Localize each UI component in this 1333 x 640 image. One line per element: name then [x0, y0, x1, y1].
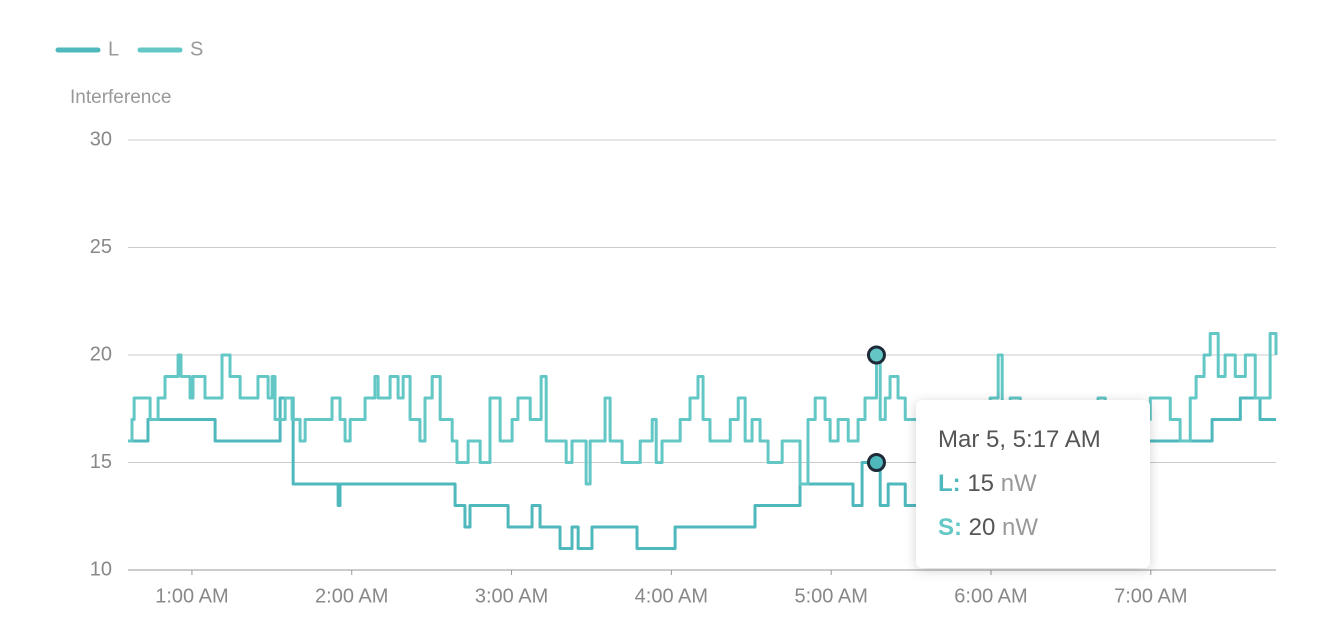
tooltip-row: S: 20 nW	[938, 514, 1128, 542]
legend-label: L	[108, 38, 119, 60]
hover-marker	[866, 345, 886, 365]
tooltip-label: L:	[938, 470, 961, 497]
y-tick-label: 10	[90, 558, 112, 580]
tooltip-unit: nW	[1000, 470, 1037, 497]
hover-marker	[866, 453, 886, 472]
x-tick-label: 1:00 AM	[155, 585, 228, 607]
tooltip-value: 15	[967, 470, 995, 497]
y-axis-label: Interference	[70, 87, 171, 108]
tooltip-label: S:	[938, 514, 962, 541]
legend-label: S	[190, 38, 203, 60]
y-tick-label: 30	[90, 128, 112, 150]
tooltip: Mar 5, 5:17 AM L: 15 nW S: 20 nW	[916, 400, 1150, 568]
tooltip-unit: nW	[1002, 514, 1039, 541]
x-tick-label: 3:00 AM	[475, 585, 548, 607]
x-tick-label: 7:00 AM	[1114, 585, 1187, 607]
tooltip-value: 20	[968, 514, 996, 541]
tooltip-title: Mar 5, 5:17 AM	[938, 426, 1101, 453]
tooltip-row: L: 15 nW	[938, 470, 1128, 498]
y-tick-label: 25	[90, 236, 112, 258]
x-tick-label: 2:00 AM	[315, 585, 388, 607]
y-tick-label: 20	[90, 343, 112, 365]
y-tick-label: 15	[90, 451, 112, 473]
x-tick-label: 5:00 AM	[794, 585, 867, 607]
x-tick-label: 4:00 AM	[635, 585, 708, 607]
x-tick-label: 6:00 AM	[954, 585, 1027, 607]
